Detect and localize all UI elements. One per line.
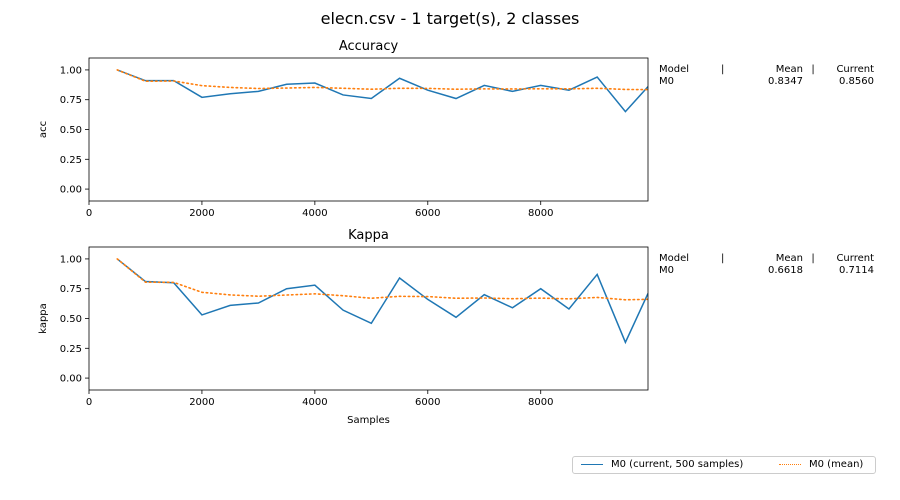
x-axis-label: Samples: [347, 415, 390, 426]
stats-mean-value: 0.8347: [768, 76, 803, 87]
y-tick-label: 1.00: [60, 65, 82, 76]
y-axis-label: acc: [38, 121, 49, 138]
panel-kappa: Kappa 0 2000 4000 6000 8000 0.00 0.25 0.50 0.75 1.…: [38, 228, 649, 426]
series-line-current: [116, 258, 648, 345]
stats-header-sep: |: [721, 253, 725, 264]
figure-title: elecn.csv - 1 target(s), 2 classes: [321, 9, 580, 28]
plot-frame: [88, 57, 649, 202]
x-tick-label: 6000: [415, 208, 440, 219]
y-tick-label: 0.00: [60, 374, 82, 385]
stats-header-current: Current: [836, 64, 874, 75]
panel-accuracy: Accuracy 0 2000 4000 6000 8000 0.00 0.25 0.50 0.7…: [38, 39, 649, 219]
x-tick-label: 0: [86, 208, 92, 219]
stats-spacer: [721, 265, 743, 277]
y-axis-label: kappa: [38, 303, 49, 334]
x-tick-label: 4000: [302, 397, 327, 408]
legend-swatch-current: [581, 464, 603, 465]
stats-value-row: M0 0.8347 0.8560: [659, 76, 874, 88]
x-tick-label: 6000: [415, 397, 440, 408]
legend-item-current: M0 (current, 500 samples): [581, 459, 743, 470]
legend-item-mean: M0 (mean): [779, 459, 863, 470]
panel-title: Kappa: [348, 228, 389, 243]
stats-header-mean: Mean: [775, 253, 803, 264]
x-tick-label: 0: [86, 397, 92, 408]
stats-value-row: M0 0.6618 0.7114: [659, 265, 874, 277]
y-tick-label: 0.50: [60, 125, 82, 136]
x-tick-label: 4000: [302, 208, 327, 219]
stats-model-name: M0: [659, 76, 674, 87]
panels: Accuracy 0 2000 4000 6000 8000 0.00 0.25 0.50 0.7…: [38, 39, 649, 426]
x-tick-label: 8000: [528, 397, 553, 408]
legend-swatch-mean: [779, 464, 801, 465]
stats-model-name: M0: [659, 265, 674, 276]
plot-frame: [88, 246, 649, 391]
stats-header-row: Model | Mean | Current: [659, 64, 874, 76]
y-tick-label: 0.00: [60, 185, 82, 196]
stats-current-value: 0.7114: [839, 265, 874, 276]
stats-mean-value: 0.6618: [768, 265, 803, 276]
series-line-current: [116, 69, 648, 113]
x-tick-label: 2000: [189, 397, 214, 408]
x-tick-label: 2000: [189, 208, 214, 219]
stats-header-row: Model | Mean | Current: [659, 253, 874, 265]
stats-spacer: [803, 76, 823, 88]
stats-header-model: Model: [659, 64, 690, 75]
stats-spacer: [803, 265, 823, 277]
series-line-mean: [116, 258, 648, 301]
legend-label-mean: M0 (mean): [809, 459, 864, 470]
stats-table-accuracy: Model | Mean | Current M0 0.8347 0.8560: [659, 64, 874, 88]
series-line-mean: [116, 69, 648, 91]
y-tick-label: 0.75: [60, 284, 82, 295]
stats-header-sep: |: [811, 64, 815, 75]
stats-current-value: 0.8560: [839, 76, 874, 87]
stats-header-mean: Mean: [775, 64, 803, 75]
x-tick-label: 8000: [528, 208, 553, 219]
y-tick-label: 0.25: [60, 344, 82, 355]
y-tick-label: 0.75: [60, 95, 82, 106]
stats-table-kappa: Model | Mean | Current M0 0.6618 0.7114: [659, 253, 874, 277]
stats-header-current: Current: [836, 253, 874, 264]
stats-header-sep: |: [811, 253, 815, 264]
stats-header-sep: |: [721, 64, 725, 75]
y-tick-label: 1.00: [60, 254, 82, 265]
legend-label-current: M0 (current, 500 samples): [611, 459, 744, 470]
y-tick-label: 0.50: [60, 314, 82, 325]
panel-title: Accuracy: [339, 39, 399, 54]
y-tick-label: 0.25: [60, 155, 82, 166]
stats-spacer: [721, 76, 743, 88]
legend: M0 (current, 500 samples) M0 (mean): [572, 456, 876, 474]
stats-header-model: Model: [659, 253, 690, 264]
